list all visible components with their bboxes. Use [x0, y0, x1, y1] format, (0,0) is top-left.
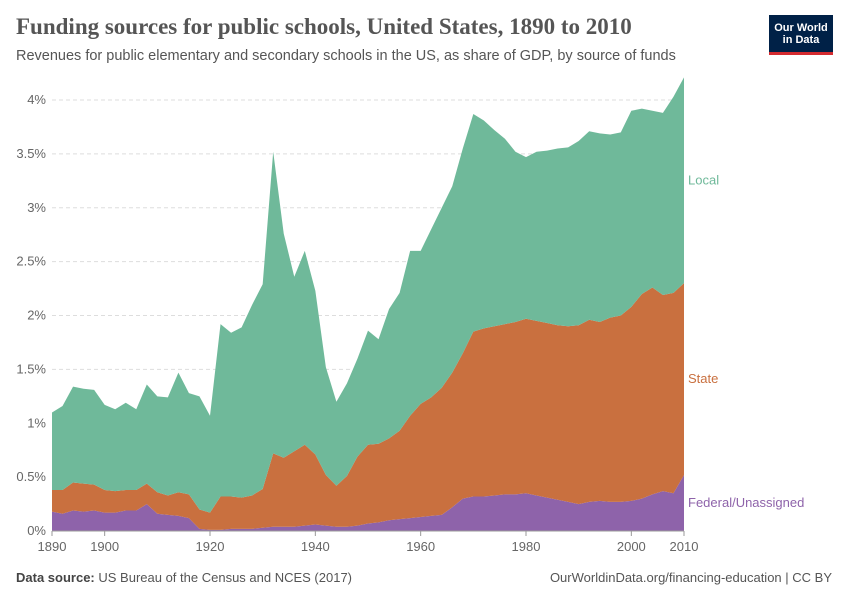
y-tick-label: 2% [27, 308, 46, 323]
x-tick-label: 1940 [301, 539, 330, 554]
x-tick-label: 2000 [617, 539, 646, 554]
area-series-group [52, 77, 684, 531]
x-tick-label: 1890 [38, 539, 67, 554]
series-labels: Federal/Unassigned State Local [688, 172, 804, 510]
area-local[interactable] [52, 77, 684, 513]
logo-line-2: in Data [782, 33, 820, 46]
y-tick-label: 1% [27, 415, 46, 430]
data-source-text: US Bureau of the Census and NCES (2017) [98, 570, 353, 585]
axes: 0% 0.5% 1% 1.5% 2% 2.5% 3% 3.5% 4% 1890 1900 1920 19… [16, 92, 698, 554]
y-tick-label: 4% [27, 92, 46, 107]
y-tick-label: 1.5% [16, 361, 46, 376]
area-federal-unassigned[interactable] [52, 474, 684, 531]
area-state[interactable] [52, 283, 684, 530]
series-label-local: Local [688, 172, 719, 187]
y-tick-label: 3.5% [16, 146, 46, 161]
stacked-area-chart: 0% 0.5% 1% 1.5% 2% 2.5% 3% 3.5% 4% 1890 1900 1920 19… [16, 77, 804, 554]
owid-logo[interactable]: Our World in Data [769, 15, 833, 55]
x-tick-label: 1920 [196, 539, 225, 554]
chart-subtitle: Revenues for public elementary and secon… [16, 48, 676, 64]
chart-title: Funding sources for public schools, Unit… [16, 14, 632, 39]
data-source-label: Data source: [16, 570, 95, 585]
x-tick-label: 1960 [406, 539, 435, 554]
series-label-federal-unassigned: Federal/Unassigned [688, 495, 804, 510]
y-tick-label: 0.5% [16, 469, 46, 484]
y-tick-label: 2.5% [16, 254, 46, 269]
x-tick-label: 1900 [90, 539, 119, 554]
x-tick-label: 1980 [512, 539, 541, 554]
y-tick-label: 3% [27, 200, 46, 215]
series-label-state: State [688, 371, 718, 386]
source-url-link[interactable]: OurWorldinData.org/financing-education |… [549, 570, 832, 585]
x-tick-label: 2010 [670, 539, 699, 554]
y-tick-label: 0% [27, 523, 46, 538]
logo-line-1: Our World [774, 21, 828, 34]
data-source: Data source: US Bureau of the Census and… [16, 570, 352, 585]
